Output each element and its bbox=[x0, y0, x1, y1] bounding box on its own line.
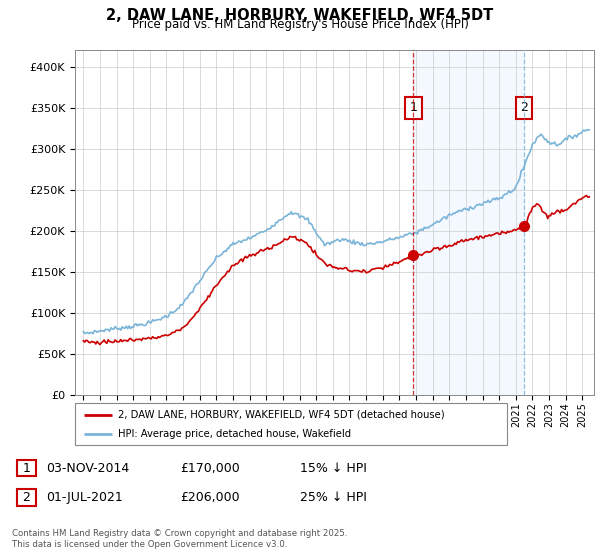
Bar bbox=[413, 50, 524, 395]
FancyBboxPatch shape bbox=[17, 489, 36, 506]
Text: HPI: Average price, detached house, Wakefield: HPI: Average price, detached house, Wake… bbox=[118, 430, 352, 439]
Text: 01-JUL-2021: 01-JUL-2021 bbox=[47, 491, 124, 504]
Text: 25% ↓ HPI: 25% ↓ HPI bbox=[300, 491, 367, 504]
Text: £206,000: £206,000 bbox=[180, 491, 239, 504]
Text: 2: 2 bbox=[22, 491, 31, 504]
Text: Contains HM Land Registry data © Crown copyright and database right 2025.
This d: Contains HM Land Registry data © Crown c… bbox=[12, 529, 347, 549]
Text: 1: 1 bbox=[22, 461, 31, 475]
Text: 2, DAW LANE, HORBURY, WAKEFIELD, WF4 5DT: 2, DAW LANE, HORBURY, WAKEFIELD, WF4 5DT bbox=[106, 8, 494, 24]
Text: Price paid vs. HM Land Registry's House Price Index (HPI): Price paid vs. HM Land Registry's House … bbox=[131, 18, 469, 31]
Text: £170,000: £170,000 bbox=[180, 461, 240, 475]
Text: 2, DAW LANE, HORBURY, WAKEFIELD, WF4 5DT (detached house): 2, DAW LANE, HORBURY, WAKEFIELD, WF4 5DT… bbox=[118, 410, 445, 420]
Text: 03-NOV-2014: 03-NOV-2014 bbox=[47, 461, 130, 475]
Text: 2: 2 bbox=[520, 101, 528, 114]
FancyBboxPatch shape bbox=[17, 460, 36, 477]
Text: 15% ↓ HPI: 15% ↓ HPI bbox=[300, 461, 367, 475]
Text: 1: 1 bbox=[409, 101, 417, 114]
